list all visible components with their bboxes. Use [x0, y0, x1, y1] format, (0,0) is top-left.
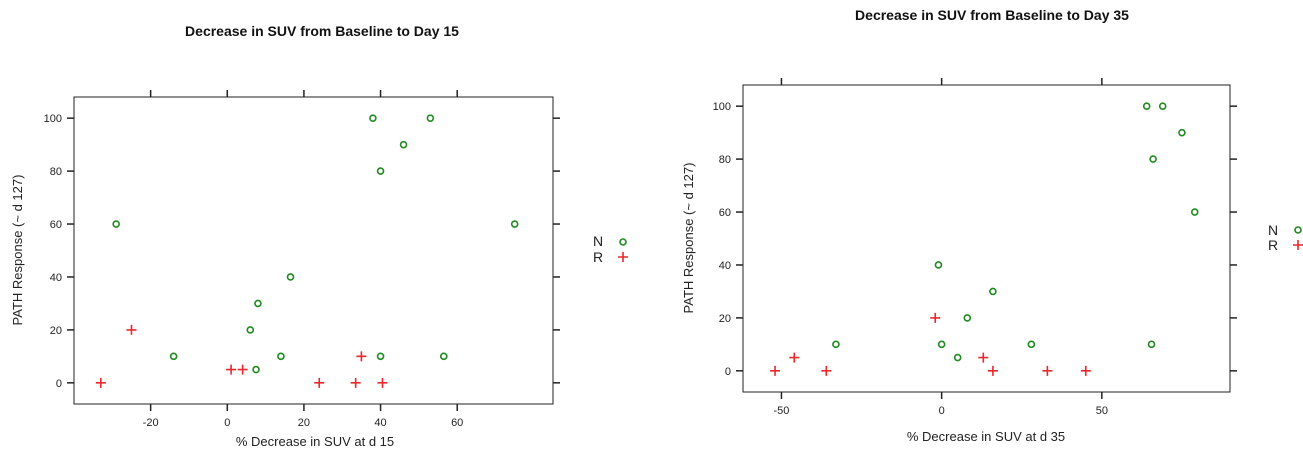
- chart-marks: -20 0 20 40 60 0 20 40 60 80 100 -50 0 50 0 20 40 60 80 100: [44, 78, 1303, 429]
- chart1-point-r: [377, 377, 388, 388]
- chart2-title: Decrease in SUV from Baseline to Day 35: [855, 7, 1129, 23]
- chart1-point-r: [350, 377, 361, 388]
- chart1-plot-frame: [73, 96, 554, 405]
- chart1-point-n: [112, 220, 120, 228]
- chart2-y-label: PATH Response (~ d 127): [681, 163, 696, 314]
- chart2-x-label: % Decrease in SUV at d 35: [907, 429, 1065, 444]
- chart2-point-r: [1042, 365, 1053, 376]
- chart1-point-r: [226, 364, 237, 375]
- chart1-point-n: [169, 352, 178, 361]
- chart1-y-tick-label: 20: [50, 325, 62, 337]
- chart1-point-n: [286, 273, 295, 281]
- chart2-legend-symbol-r: [1293, 240, 1303, 250]
- chart1-y-tick-label: 80: [50, 166, 62, 178]
- chart2-y-tick-label: 40: [719, 260, 731, 272]
- chart1-legend-label-n: N: [593, 233, 603, 249]
- chart1-x-tick-label: 20: [298, 417, 310, 429]
- chart2-point-r: [1080, 365, 1091, 376]
- chart1-point-r: [356, 351, 367, 362]
- chart1-point-n: [376, 352, 385, 361]
- chart2-point-n: [832, 340, 840, 349]
- chart2-point-r: [978, 352, 989, 363]
- chart2-point-n: [953, 353, 962, 362]
- chart1-x-tick-label: 40: [374, 417, 386, 429]
- chart1-x-tick-label: 60: [451, 417, 463, 429]
- chart2-point-n: [937, 340, 946, 349]
- chart1-point-n: [246, 326, 255, 334]
- chart1-point-r: [237, 364, 248, 375]
- chart1-y-tick-label: 40: [50, 272, 62, 284]
- chart1-x-tick-label: -20: [143, 417, 159, 429]
- chart2-y-tick-label: 60: [719, 207, 731, 219]
- chart1-point-n: [252, 365, 260, 374]
- chart2-y-tick-label: 0: [725, 366, 731, 378]
- chart2-point-n: [1027, 340, 1036, 349]
- chart2-point-r: [987, 365, 998, 376]
- chart1-point-n: [426, 114, 435, 122]
- chart2-point-n: [934, 261, 943, 269]
- chart2-y-tick-label: 100: [713, 101, 731, 113]
- chart1-legend-symbol-r: [618, 252, 628, 262]
- chart1-point-r: [95, 377, 106, 388]
- chart2-legend-symbol-n: [1294, 226, 1302, 234]
- chart2-point-n: [1149, 155, 1157, 163]
- chart2-x-tick-label: 50: [1096, 405, 1108, 417]
- chart2-point-n: [1142, 102, 1151, 110]
- chart1-point-n: [376, 167, 385, 175]
- chart2-point-n: [1147, 340, 1156, 349]
- chart1-point-n: [510, 220, 519, 228]
- chart1-y-tick-label: 100: [44, 113, 62, 125]
- chart2-legend-label-r: R: [1268, 237, 1278, 253]
- chart2-y-tick-label: 80: [719, 154, 731, 166]
- chart1-point-r: [314, 377, 325, 388]
- chart1-y-label: PATH Response (~ d 127): [10, 175, 25, 326]
- chart2-point-r: [930, 312, 941, 323]
- chart1-title: Decrease in SUV from Baseline to Day 15: [185, 23, 459, 39]
- chart2-point-r: [789, 352, 800, 363]
- chart1-y-tick-label: 0: [56, 378, 62, 390]
- chart1-legend-symbol-n: [619, 238, 627, 246]
- chart2-x-tick-label: -50: [773, 405, 789, 417]
- chart2-point-n: [1158, 102, 1167, 110]
- chart1-point-n: [277, 352, 285, 361]
- chart1-legend-label-r: R: [593, 249, 603, 265]
- chart2-legend-label-n: N: [1268, 222, 1278, 238]
- chart2-point-n: [1190, 208, 1199, 216]
- chart1-x-label: % Decrease in SUV at d 15: [236, 434, 394, 449]
- chart1-x-tick-label: 0: [224, 417, 230, 429]
- chart2-y-tick-label: 20: [719, 313, 731, 325]
- chart1-point-r: [126, 324, 137, 335]
- chart1-y-tick-label: 60: [50, 219, 62, 231]
- chart2-plot-frame: [742, 84, 1231, 393]
- chart2-point-n: [963, 314, 972, 322]
- chart1-point-n: [369, 114, 377, 122]
- chart1-point-n: [399, 140, 408, 149]
- chart2-point-r: [821, 365, 832, 376]
- chart1-point-n: [254, 299, 262, 308]
- chart2-point-n: [989, 287, 997, 296]
- chart2-point-r: [770, 365, 781, 376]
- chart1-point-n: [439, 352, 448, 361]
- chart2-point-n: [1178, 128, 1186, 137]
- chart2-x-tick-label: 0: [939, 405, 945, 417]
